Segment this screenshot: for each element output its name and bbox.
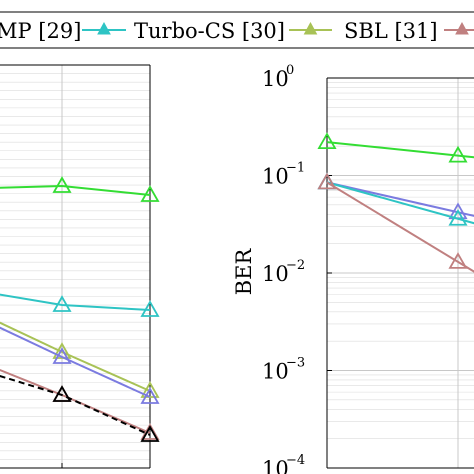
- left-series-line: [0, 293, 151, 311]
- right-data-point: [448, 252, 468, 269]
- right-data-point: [317, 172, 337, 190]
- y-tick-label: 10: [262, 360, 289, 384]
- left-data-point: [52, 385, 72, 402]
- legend-label: SBL [31]: [344, 19, 438, 43]
- legend-marker: [303, 21, 318, 35]
- left-data-point: [140, 185, 160, 202]
- y-tick-exponent: −3: [286, 356, 305, 371]
- left-series-line: [0, 375, 151, 436]
- right-series-line: [326, 141, 474, 159]
- y-tick-exponent: −4: [286, 453, 305, 468]
- right-data-point: [448, 145, 468, 163]
- y-tick-label: 10: [262, 457, 289, 474]
- left-data-point: [52, 295, 72, 312]
- left-series-line: [0, 326, 151, 398]
- y-axis-label: BER: [232, 248, 256, 296]
- y-tick-exponent: −1: [286, 161, 305, 176]
- left-series-line: [0, 321, 151, 392]
- left-data-point: [140, 300, 160, 317]
- left-plot: [0, 64, 160, 469]
- left-series-line: [0, 184, 151, 196]
- y-tick-label: 10: [262, 165, 289, 189]
- y-tick-exponent: −2: [286, 258, 305, 273]
- right-data-point: [448, 208, 468, 226]
- right-data-point: [317, 132, 337, 150]
- y-tick-label: 10: [262, 262, 289, 286]
- left-data-point: [140, 425, 160, 442]
- left-data-point: [52, 347, 72, 364]
- legend-label: MP [29]: [0, 19, 81, 43]
- legend-label: Turbo-CS [30]: [134, 19, 285, 43]
- right-series-line: [326, 181, 474, 273]
- y-tick-exponent: 0: [286, 63, 294, 78]
- left-data-point: [52, 176, 72, 193]
- left-data-point: [140, 423, 160, 440]
- legend-marker: [455, 21, 469, 35]
- right-series-line: [326, 181, 474, 225]
- legend-marker: [97, 21, 111, 35]
- left-data-point: [140, 387, 160, 404]
- legend-box: [0, 11, 474, 49]
- legend: MP [29] Turbo-CS [30] SBL [31]: [0, 11, 474, 49]
- y-tick-label: 10: [262, 67, 289, 91]
